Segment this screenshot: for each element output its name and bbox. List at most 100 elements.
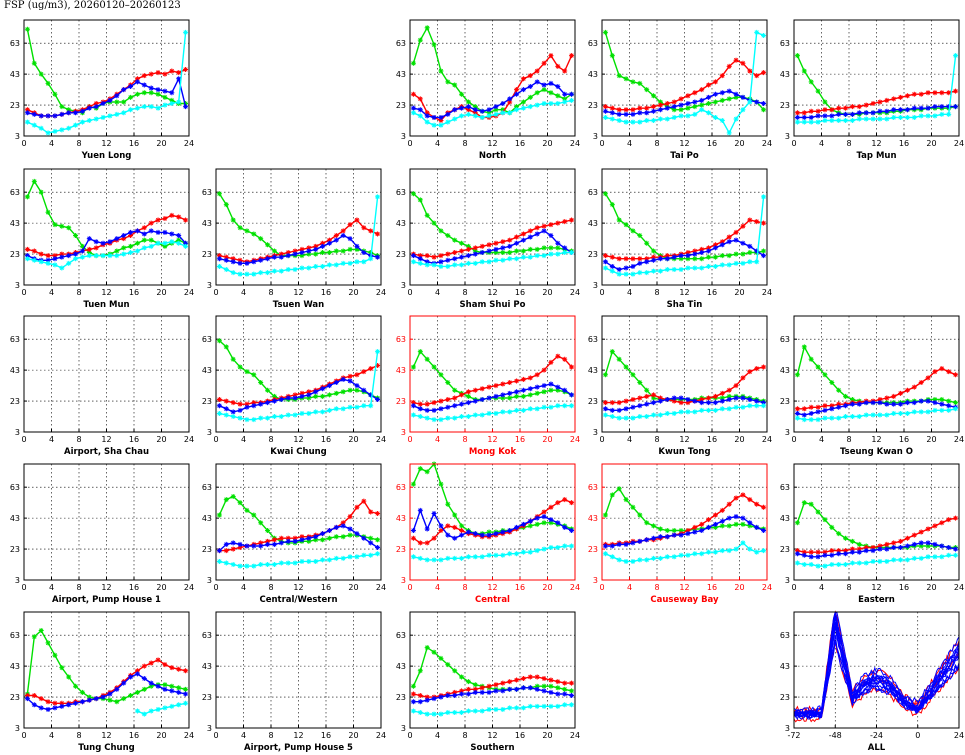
series-point bbox=[898, 107, 904, 113]
series-point bbox=[671, 114, 677, 120]
series-point bbox=[836, 118, 842, 124]
series-point bbox=[740, 375, 746, 381]
series-point bbox=[562, 680, 568, 686]
series-point bbox=[237, 364, 243, 370]
series-point bbox=[808, 501, 814, 507]
series-point bbox=[313, 393, 319, 399]
series-point bbox=[616, 267, 622, 273]
series-point bbox=[623, 541, 629, 547]
series-point bbox=[38, 259, 44, 265]
series-point bbox=[644, 240, 650, 246]
series-point bbox=[726, 387, 732, 393]
series-point bbox=[368, 392, 374, 398]
series-point bbox=[904, 535, 910, 541]
series-point bbox=[452, 512, 458, 518]
series-point bbox=[320, 240, 326, 246]
series-point bbox=[148, 660, 154, 666]
series-point bbox=[52, 256, 58, 262]
series-point bbox=[500, 395, 506, 401]
series-point bbox=[230, 409, 236, 415]
series-point bbox=[134, 248, 140, 254]
series-point bbox=[417, 96, 423, 102]
series-point bbox=[891, 107, 897, 113]
series-point bbox=[431, 114, 437, 120]
series-point bbox=[465, 246, 471, 252]
y-tick-label: 3 bbox=[401, 428, 406, 437]
series-point bbox=[368, 366, 374, 372]
x-tick-label: 24 bbox=[570, 139, 580, 148]
series-point bbox=[479, 250, 485, 256]
series-point bbox=[230, 270, 236, 276]
series-point bbox=[237, 257, 243, 263]
x-tick-label: 4 bbox=[819, 435, 824, 444]
series-point bbox=[747, 523, 753, 529]
series-point bbox=[520, 521, 526, 527]
series-point bbox=[59, 223, 65, 229]
series-point bbox=[856, 560, 862, 566]
series-point bbox=[863, 560, 869, 566]
x-tick-label: 24 bbox=[570, 288, 580, 297]
series-point bbox=[534, 102, 540, 108]
series-point bbox=[733, 251, 739, 257]
series-point bbox=[313, 251, 319, 257]
series-point bbox=[548, 677, 554, 683]
series-point bbox=[31, 634, 37, 640]
series-point bbox=[459, 240, 465, 246]
series-point bbox=[445, 257, 451, 263]
series-point bbox=[148, 243, 154, 249]
series-point bbox=[299, 265, 305, 271]
series-point bbox=[424, 540, 430, 546]
series-point bbox=[493, 240, 499, 246]
series-point bbox=[285, 250, 291, 256]
series-point bbox=[223, 560, 229, 566]
series-point bbox=[417, 693, 423, 699]
series-point bbox=[465, 686, 471, 692]
series-point bbox=[271, 254, 277, 260]
x-tick-label: 0 bbox=[791, 139, 796, 148]
series-point bbox=[361, 535, 367, 541]
x-tick-label: 24 bbox=[954, 731, 964, 740]
x-tick-label: 12 bbox=[679, 583, 689, 592]
series-point bbox=[699, 407, 705, 413]
series-point bbox=[445, 404, 451, 410]
series-point bbox=[657, 412, 663, 418]
series-point bbox=[733, 91, 739, 97]
series-point bbox=[292, 267, 298, 273]
series-point bbox=[815, 404, 821, 410]
series-point bbox=[836, 401, 842, 407]
series-point bbox=[148, 71, 154, 77]
series-point bbox=[733, 404, 739, 410]
series-point bbox=[361, 498, 367, 504]
series-point bbox=[726, 130, 732, 136]
series-point bbox=[671, 99, 677, 105]
x-tick-label: 8 bbox=[268, 435, 273, 444]
y-tick-label: 63 bbox=[202, 188, 212, 197]
series-point bbox=[801, 68, 807, 74]
series-point bbox=[216, 338, 222, 344]
series-point bbox=[375, 537, 381, 543]
series-point bbox=[507, 256, 513, 262]
series-point bbox=[623, 111, 629, 117]
series-point bbox=[843, 105, 849, 111]
series-point bbox=[417, 256, 423, 262]
series-point bbox=[73, 122, 79, 128]
series-point bbox=[904, 93, 910, 99]
series-point bbox=[569, 543, 575, 549]
x-tick-label: 24 bbox=[570, 731, 580, 740]
series-point bbox=[733, 229, 739, 235]
series-point bbox=[121, 251, 127, 257]
series-point bbox=[808, 119, 814, 125]
y-tick-label: 3 bbox=[15, 724, 20, 733]
x-tick-label: 24 bbox=[954, 139, 964, 148]
series-point bbox=[52, 128, 58, 134]
series-point bbox=[692, 104, 698, 110]
x-tick-label: 20 bbox=[348, 288, 358, 297]
series-point bbox=[493, 246, 499, 252]
series-point bbox=[169, 212, 175, 218]
series-point bbox=[114, 248, 120, 254]
series-point bbox=[761, 107, 767, 113]
series-point bbox=[410, 554, 416, 560]
series-point bbox=[898, 390, 904, 396]
series-point bbox=[472, 113, 478, 119]
series-point bbox=[223, 497, 229, 503]
